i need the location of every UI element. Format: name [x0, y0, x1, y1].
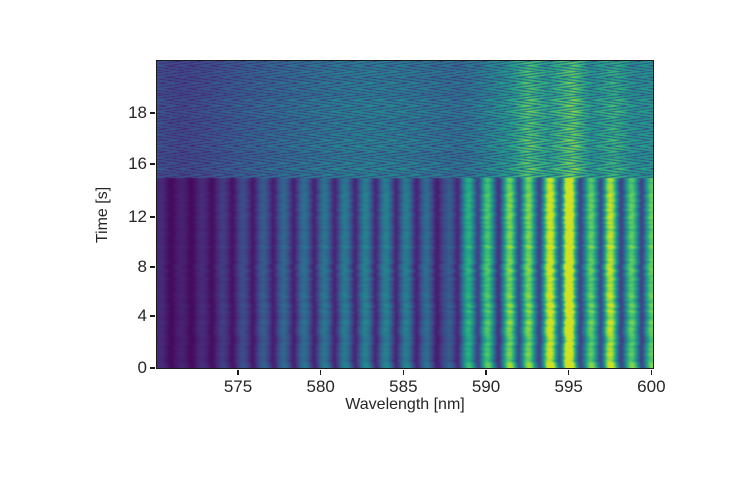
y-tick-label: 8 — [137, 256, 147, 276]
x-tick-label: 575 — [223, 377, 253, 396]
x-tick-label: 580 — [306, 377, 335, 396]
heatmap-canvas — [157, 61, 653, 368]
x-tick-label: 590 — [471, 377, 501, 396]
x-tick-label: 600 — [637, 377, 666, 396]
x-tick-mark — [567, 370, 570, 375]
y-tick-mark — [150, 315, 155, 317]
x-axis-label: Wavelength [nm] — [345, 396, 465, 413]
y-tick-label: 0 — [137, 358, 147, 377]
plot-area — [156, 60, 654, 369]
x-tick-mark — [319, 370, 322, 375]
y-tick-label: 16 — [128, 154, 147, 174]
y-tick-label: 12 — [128, 206, 147, 226]
y-tick-mark — [150, 163, 155, 165]
y-tick-mark — [150, 367, 155, 369]
x-tick-mark — [650, 370, 653, 375]
x-tick-label: 595 — [554, 377, 583, 396]
y-tick-label: 18 — [128, 103, 147, 123]
y-tick-label: 4 — [137, 306, 147, 326]
y-tick-mark — [150, 266, 155, 268]
x-tick-mark — [237, 370, 239, 375]
x-tick-mark — [402, 370, 405, 375]
y-tick-mark — [150, 112, 155, 114]
x-tick-label: 585 — [389, 377, 418, 396]
y-axis-label: Time [s] — [94, 186, 111, 244]
y-tick-mark — [150, 216, 155, 218]
x-tick-mark — [485, 370, 487, 375]
